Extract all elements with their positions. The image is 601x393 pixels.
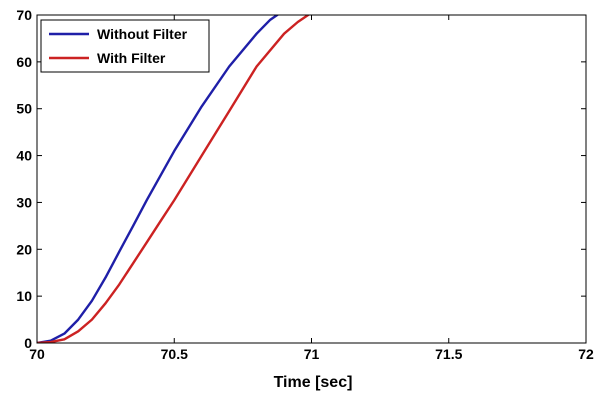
- y-tick-label: 0: [24, 335, 32, 351]
- series-line-2: [37, 15, 311, 343]
- legend-box: [40, 19, 210, 73]
- legend: Without Filter With Filter: [40, 19, 210, 73]
- x-tick-label: 71: [304, 346, 320, 362]
- x-axis-title: Time [sec]: [274, 374, 353, 391]
- x-tick-label: 71.5: [435, 346, 462, 362]
- x-tick-label: 70: [29, 346, 45, 362]
- x-tick-label: 70.5: [161, 346, 188, 362]
- series-line-1: [37, 15, 280, 343]
- y-tick-label: 40: [16, 148, 32, 164]
- y-tick-label: 10: [16, 288, 32, 304]
- legend-label-2: With Filter: [97, 50, 166, 66]
- x-tick-label: 72: [578, 346, 594, 362]
- tick-labels-layer: 70 70.5 71 71.5 72 0 10 20 30 40 50 60 70: [16, 7, 594, 362]
- axes-layer: [36, 14, 587, 344]
- series-layer: [37, 15, 311, 343]
- y-tick-label: 60: [16, 54, 32, 70]
- y-tick-label: 20: [16, 241, 32, 257]
- y-tick-label: 30: [16, 194, 32, 210]
- y-tick-label: 70: [16, 7, 32, 23]
- legend-label-1: Without Filter: [97, 26, 188, 42]
- y-tick-label: 50: [16, 101, 32, 117]
